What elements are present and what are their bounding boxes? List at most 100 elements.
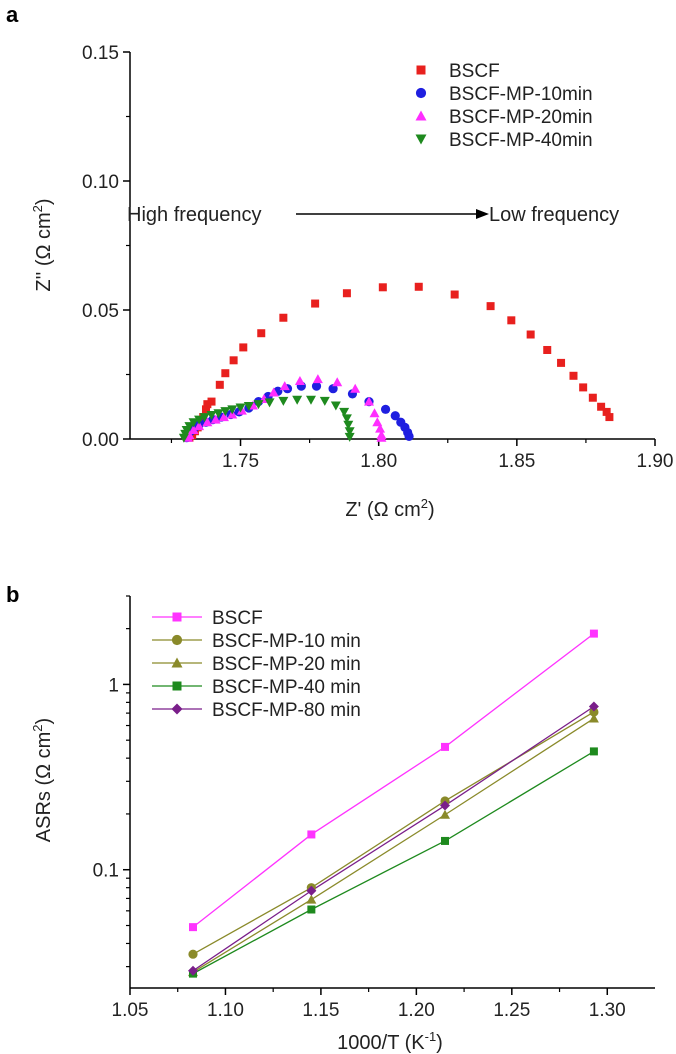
panel-b-legend-marker xyxy=(171,657,183,668)
panel-b-legend-label: BSCF-MP-20 min xyxy=(212,654,361,675)
panel-a-legend: BSCFBSCF-MP-10minBSCF-MP-20minBSCF-MP-40… xyxy=(415,61,593,151)
panel-b-legend-marker xyxy=(172,681,182,691)
panel-a-x-tick-label: 1.80 xyxy=(360,451,397,472)
b-ylabel-open: ( xyxy=(33,779,55,792)
panel-a-point-3 xyxy=(344,427,355,437)
panel-a-point-0 xyxy=(507,316,516,325)
b-ylabel-cm: cm xyxy=(33,732,55,764)
panel-a-y-tick-label: 0.10 xyxy=(82,172,119,193)
panel-b-point-0 xyxy=(189,923,197,932)
panel-b-x-tick-label: 1.20 xyxy=(398,1000,435,1021)
b-ylabel-omega: Ω xyxy=(33,764,55,779)
panel-a-point-0 xyxy=(221,369,230,378)
panel-a-point-0 xyxy=(378,283,387,292)
panel-a-x-tick-label: 1.75 xyxy=(222,451,259,472)
panel-b-y-tick-label: 0.1 xyxy=(93,861,119,882)
a-ylabel-sq: 2 xyxy=(30,205,45,212)
panel-b-point-2 xyxy=(440,809,450,819)
panel-b-series-line-4 xyxy=(192,705,595,972)
panel-a-legend-marker xyxy=(415,134,427,145)
panel-b-legend-label: BSCF xyxy=(212,608,263,629)
panel-b-legend-marker xyxy=(172,612,182,622)
panel-a-point-3 xyxy=(292,395,303,405)
panel-a-point-0 xyxy=(311,299,320,308)
panel-a-point-3 xyxy=(188,418,199,428)
panel-a-point-3 xyxy=(344,432,355,442)
panel-b-x-axis-label: 1000/T (K-1) xyxy=(337,1029,443,1054)
b-xlabel-open: (K xyxy=(399,1032,425,1054)
panel-b-point-4 xyxy=(188,965,198,976)
panel-b-legend-marker xyxy=(171,634,183,646)
a-ylabel-close: ) xyxy=(33,198,55,205)
panel-a-legend-marker xyxy=(416,65,426,75)
panel-a-point-2 xyxy=(369,408,380,418)
panel-a-y-tick-label: 0.00 xyxy=(82,430,119,451)
panel-b-legend-label: BSCF-MP-40 min xyxy=(212,677,361,698)
panel-a-x-tick-label: 1.85 xyxy=(498,451,535,472)
panel-a-point-2 xyxy=(218,412,229,422)
panel-a-point-3 xyxy=(343,420,354,430)
annotation-high-frequency: High frequency xyxy=(127,204,262,226)
panel-a-point-0 xyxy=(450,290,459,299)
panel-b-point-4 xyxy=(588,701,599,712)
panel-b-ticks: 1.05 1.10 1.15 1.20 1.25 1.30 0.1 1 xyxy=(93,595,626,1021)
panel-a-point-0 xyxy=(279,313,288,322)
panel-a-point-3 xyxy=(278,396,289,406)
panel-a-point-3 xyxy=(194,415,205,425)
panel-b-point-4 xyxy=(440,800,450,811)
panel-b-asr-plot: 1.05 1.10 1.15 1.20 1.25 1.300.11 BSCFBSCF-MP… xyxy=(30,595,655,1054)
panel-a-point-1 xyxy=(328,384,338,394)
b-ylabel-sq: 2 xyxy=(30,724,45,731)
panel-a-point-3 xyxy=(206,411,217,421)
panel-a-point-0 xyxy=(229,356,238,365)
panel-a-y-tick-label: 0.05 xyxy=(82,301,119,322)
panel-a-point-0 xyxy=(605,413,614,422)
panel-a-point-0 xyxy=(557,358,566,367)
panel-b-y-tick-label: 1 xyxy=(108,675,119,696)
panel-a-legend-label: BSCF-MP-40min xyxy=(449,130,593,151)
panel-a-point-0 xyxy=(602,407,611,416)
panel-b-point-0 xyxy=(589,629,598,638)
panel-a-ticks: 1.75 1.80 1.85 1.90 0.00 0.05 0.10 0.15 xyxy=(82,43,673,472)
panel-a-legend-label: BSCF-MP-10min xyxy=(449,84,593,105)
panel-b-x-tick-label: 1.30 xyxy=(589,1000,626,1021)
b-xlabel-close: ) xyxy=(436,1032,443,1054)
panel-a-x-axis-label: Z' (Ω cm2) xyxy=(345,496,434,521)
panel-a-point-0 xyxy=(414,282,423,291)
panel-b-point-3 xyxy=(441,836,449,845)
panel-b-point-3 xyxy=(307,905,316,914)
panel-a-point-1 xyxy=(380,404,391,414)
panel-b-series-lines xyxy=(192,633,595,975)
panel-b-legend-label: BSCF-MP-80 min xyxy=(212,700,361,721)
frequency-arrow-head xyxy=(476,209,489,219)
panel-a-point-0 xyxy=(588,393,597,402)
panel-a-point-3 xyxy=(227,405,238,415)
panel-a-point-2 xyxy=(312,374,323,384)
panel-label-b: b xyxy=(6,582,19,607)
panel-a-point-0 xyxy=(239,343,248,352)
panel-a-y-tick-label: 0.15 xyxy=(82,43,119,64)
panel-a-legend-marker xyxy=(415,110,427,121)
panel-a-point-0 xyxy=(342,289,351,298)
panel-label-a: a xyxy=(6,2,19,27)
panel-b-point-0 xyxy=(307,830,316,839)
panel-a-point-0 xyxy=(543,345,552,354)
panel-a-point-1 xyxy=(404,431,414,442)
panel-a-point-3 xyxy=(199,413,210,423)
a-ylabel-cm: cm xyxy=(33,212,55,244)
panel-a-point-3 xyxy=(235,403,246,413)
panel-a-point-0 xyxy=(215,380,224,389)
panel-a-point-3 xyxy=(339,407,350,417)
panel-a-point-0 xyxy=(597,402,606,411)
a-ylabel-open: ( xyxy=(33,259,55,272)
a-xlabel-cm: cm xyxy=(389,499,421,521)
panel-a-point-3 xyxy=(184,422,195,432)
panel-b-point-4 xyxy=(306,885,317,896)
panel-a-point-1 xyxy=(390,411,400,421)
panel-a-legend-marker xyxy=(415,87,427,99)
panel-a-point-2 xyxy=(372,417,383,427)
a-xlabel-close: ) xyxy=(428,499,435,521)
panel-a-point-3 xyxy=(330,401,341,411)
